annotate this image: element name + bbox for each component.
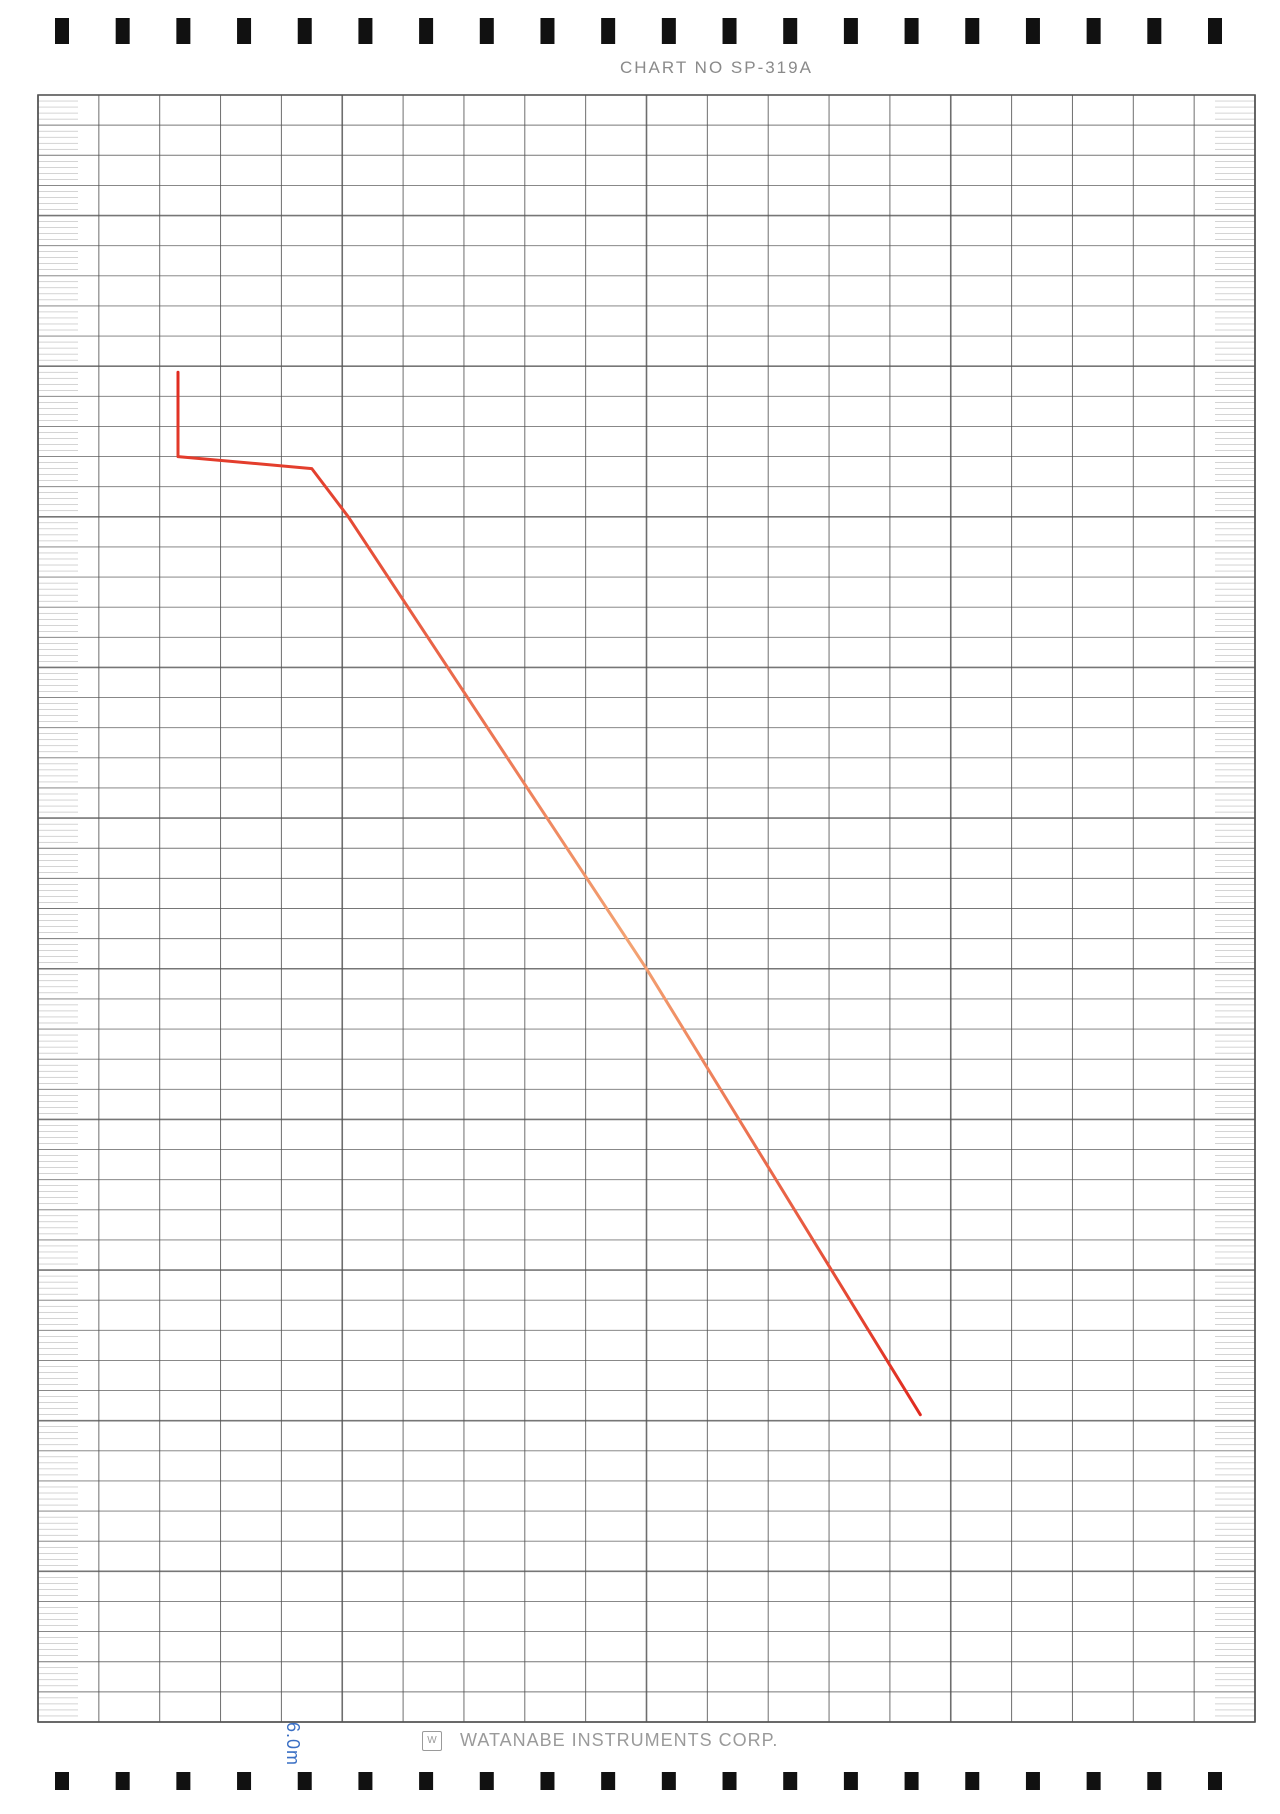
sprocket-hole (783, 18, 798, 44)
sprocket-holes-top (55, 18, 1222, 44)
sprocket-hole (358, 1772, 373, 1790)
sprocket-hole (843, 1772, 858, 1790)
sprocket-hole (479, 1772, 494, 1790)
sprocket-hole (237, 1772, 252, 1790)
sprocket-hole (965, 1772, 980, 1790)
sprocket-hole (783, 1772, 798, 1790)
sprocket-hole (1208, 1772, 1222, 1790)
sprocket-hole (115, 18, 130, 44)
sprocket-hole (1208, 18, 1222, 44)
sprocket-hole (237, 18, 252, 44)
manufacturer-logo-icon: W (422, 1731, 442, 1751)
sprocket-hole (1025, 18, 1040, 44)
sprocket-hole (965, 18, 980, 44)
sprocket-hole (1147, 1772, 1162, 1790)
sprocket-hole (479, 18, 494, 44)
sprocket-hole (540, 1772, 555, 1790)
chart-grid (37, 94, 1256, 1723)
sprocket-hole (176, 18, 191, 44)
sprocket-hole (722, 1772, 737, 1790)
sprocket-hole (358, 18, 373, 44)
sprocket-hole (843, 18, 858, 44)
sprocket-hole (1086, 18, 1101, 44)
scale-annotation: 6.0m (283, 1722, 303, 1767)
sprocket-hole (55, 18, 69, 44)
sprocket-hole (601, 1772, 616, 1790)
sprocket-hole (1086, 1772, 1101, 1790)
sprocket-hole (1025, 1772, 1040, 1790)
sprocket-hole (661, 18, 676, 44)
sprocket-hole (1147, 18, 1162, 44)
sprocket-hole (904, 1772, 919, 1790)
sprocket-hole (540, 18, 555, 44)
chart-title: CHART NO SP-319A (620, 58, 813, 77)
sprocket-hole (115, 1772, 130, 1790)
sprocket-hole (419, 18, 434, 44)
sprocket-hole (55, 1772, 69, 1790)
sprocket-hole (601, 18, 616, 44)
sprocket-hole (176, 1772, 191, 1790)
sprocket-hole (419, 1772, 434, 1790)
manufacturer-label: WATANABE INSTRUMENTS CORP. (460, 1730, 779, 1750)
trace-line (176, 370, 922, 1417)
pen-trace (176, 370, 922, 1417)
sprocket-hole (297, 1772, 312, 1790)
sprocket-holes-bottom (55, 1772, 1222, 1790)
sprocket-hole (661, 1772, 676, 1790)
sprocket-hole (904, 18, 919, 44)
sprocket-hole (722, 18, 737, 44)
sprocket-hole (297, 18, 312, 44)
